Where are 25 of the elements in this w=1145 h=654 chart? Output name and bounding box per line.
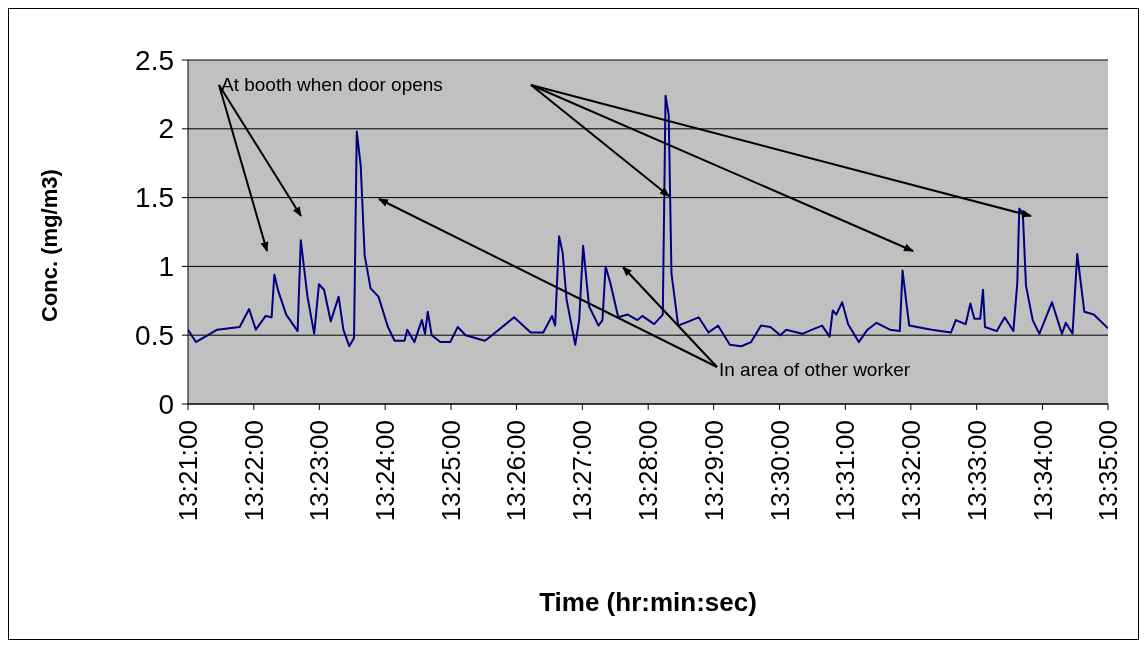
x-tick-label: 13:22:00 — [238, 420, 269, 522]
x-axis-title: Time (hr:min:sec) — [539, 587, 757, 617]
x-tick-label: 13:31:00 — [830, 420, 861, 522]
x-tick-label: 13:21:00 — [173, 420, 203, 522]
x-tick-label: 13:29:00 — [698, 420, 729, 522]
x-tick-label: 13:32:00 — [895, 420, 926, 522]
annotation: At booth when door opens — [221, 74, 443, 95]
x-tick-label: 13:34:00 — [1027, 420, 1058, 522]
x-tick-label: 13:24:00 — [370, 420, 401, 522]
x-tick-label: 13:23:00 — [304, 420, 335, 522]
y-tick-label: 0 — [158, 388, 174, 420]
y-tick-label: 0.5 — [135, 319, 174, 351]
x-tick-label: 13:28:00 — [633, 420, 664, 522]
x-tick-label: 13:27:00 — [567, 420, 598, 522]
x-tick-label: 13:33:00 — [961, 420, 992, 522]
y-tick-label: 1.5 — [135, 182, 174, 214]
y-tick-label: 1 — [158, 250, 174, 282]
x-tick-label: 13:35:00 — [1093, 420, 1123, 522]
x-tick-label: 13:26:00 — [501, 420, 532, 522]
annotation: In area of other worker — [719, 359, 911, 380]
x-tick-label: 13:30:00 — [764, 420, 795, 522]
y-tick-label: 2 — [158, 113, 174, 145]
x-tick-label: 13:25:00 — [436, 420, 467, 522]
y-axis-title: Conc. (mg/m3) — [36, 169, 62, 322]
y-tick-label: 2.5 — [135, 44, 174, 76]
